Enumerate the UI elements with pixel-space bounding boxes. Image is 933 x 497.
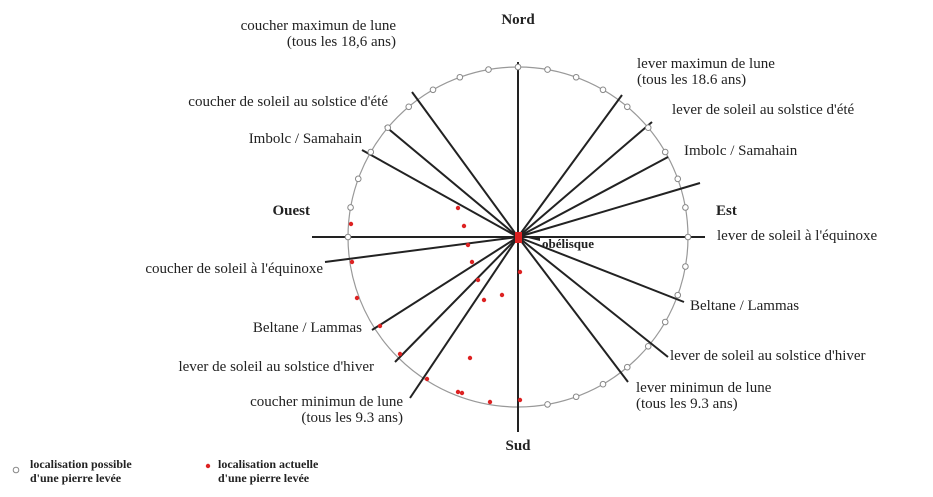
possible-stone	[661, 318, 669, 326]
north-label: Nord	[501, 12, 535, 28]
alignment-line	[517, 236, 669, 358]
right-label: (tous les 9.3 ans)	[636, 396, 738, 412]
actual-stone	[469, 259, 475, 265]
possible-stone	[661, 148, 669, 156]
south-label: Sud	[505, 438, 531, 454]
possible-stone	[367, 148, 375, 156]
possible-stone	[405, 103, 413, 111]
possible-stone	[384, 124, 392, 132]
possible-stone	[674, 291, 682, 299]
right-label: lever de soleil au solstice d'été	[672, 102, 855, 118]
alignment-line	[517, 236, 629, 383]
right-label: (tous les 18.6 ans)	[637, 72, 746, 88]
alignment-line	[371, 236, 519, 331]
actual-stone	[517, 397, 523, 403]
alignment-line	[517, 156, 669, 238]
left-label: lever de soleil au solstice d'hiver	[178, 359, 374, 375]
actual-stone	[517, 269, 523, 275]
legend-text: localisation actuelle	[218, 457, 319, 471]
possible-stone	[599, 86, 607, 94]
actual-stone	[487, 399, 493, 405]
possible-stone	[599, 380, 607, 388]
alignment-line	[517, 182, 701, 238]
possible-stone	[354, 175, 362, 183]
left-label: (tous les 9.3 ans)	[301, 410, 403, 426]
right-label: lever de soleil au solstice d'hiver	[670, 348, 866, 364]
left-label: coucher de soleil à l'équinoxe	[145, 261, 323, 277]
possible-stone	[644, 342, 652, 350]
actual-stone	[455, 389, 461, 395]
west-label: Ouest	[273, 203, 311, 219]
right-label: lever maximun de lune	[637, 56, 775, 72]
possible-stone	[429, 86, 437, 94]
obelisk-marker	[515, 232, 522, 243]
actual-stone	[455, 205, 461, 211]
actual-stone	[475, 277, 481, 283]
alignment-line	[517, 94, 623, 238]
left-label: coucher maximun de lune	[241, 18, 397, 34]
legend-text: d'une pierre levée	[30, 471, 122, 485]
possible-stone	[544, 66, 551, 73]
right-label: lever minimun de lune	[636, 380, 772, 396]
actual-stone	[354, 295, 360, 301]
possible-stone	[674, 175, 682, 183]
left-label: Imbolc / Samahain	[249, 131, 363, 147]
possible-stone	[344, 233, 352, 241]
actual-stone	[467, 355, 473, 361]
actual-stone	[499, 292, 505, 298]
alignment-line	[361, 149, 519, 238]
actual-stone	[397, 351, 403, 357]
alignment-line	[394, 236, 519, 363]
possible-stone	[623, 363, 631, 371]
possible-stone	[684, 233, 692, 241]
direction-labels: lever maximun de lune(tous les 18.6 ans)…	[145, 18, 877, 426]
obelisk-arrow	[528, 236, 540, 241]
possible-stone	[514, 63, 522, 71]
legend-text: d'une pierre levée	[218, 471, 310, 485]
right-label: Beltane / Lammas	[690, 298, 799, 314]
obelisk-label: obélisque	[542, 236, 594, 251]
actual-stone	[481, 297, 487, 303]
legend-red-marker	[205, 463, 211, 469]
legend-open-marker	[12, 466, 20, 474]
actual-stone	[465, 242, 471, 248]
alignment-line	[324, 236, 519, 263]
possible-stone	[623, 103, 631, 111]
possible-stone	[682, 263, 689, 270]
left-label: (tous les 18,6 ans)	[287, 34, 396, 50]
stone-markers	[344, 63, 692, 408]
legend-text: localisation possible	[30, 457, 132, 471]
possible-stone	[572, 393, 580, 401]
left-label: Beltane / Lammas	[253, 320, 362, 336]
possible-stone	[572, 73, 580, 81]
left-label: coucher de soleil au solstice d'été	[188, 94, 388, 110]
alignment-line	[409, 236, 519, 399]
actual-stone	[461, 223, 467, 229]
possible-stone	[682, 204, 689, 211]
actual-stone	[377, 323, 383, 329]
right-label: lever de soleil à l'équinoxe	[717, 228, 877, 244]
possible-stone	[644, 124, 652, 132]
alignment-lines	[324, 91, 701, 399]
actual-stone	[424, 376, 430, 382]
alignment-line	[411, 91, 519, 238]
alignment-line	[517, 121, 653, 238]
actual-stone	[349, 259, 355, 265]
alignment-line	[384, 125, 519, 238]
actual-stone	[348, 221, 354, 227]
possible-stone	[485, 66, 492, 73]
actual-stone	[459, 390, 465, 396]
east-label: Est	[716, 203, 737, 219]
right-label: Imbolc / Samahain	[684, 143, 798, 159]
possible-stone	[456, 73, 464, 81]
possible-stone	[347, 204, 354, 211]
left-label: coucher minimun de lune	[250, 394, 403, 410]
possible-stone	[544, 401, 551, 408]
alignment-line	[517, 236, 685, 303]
